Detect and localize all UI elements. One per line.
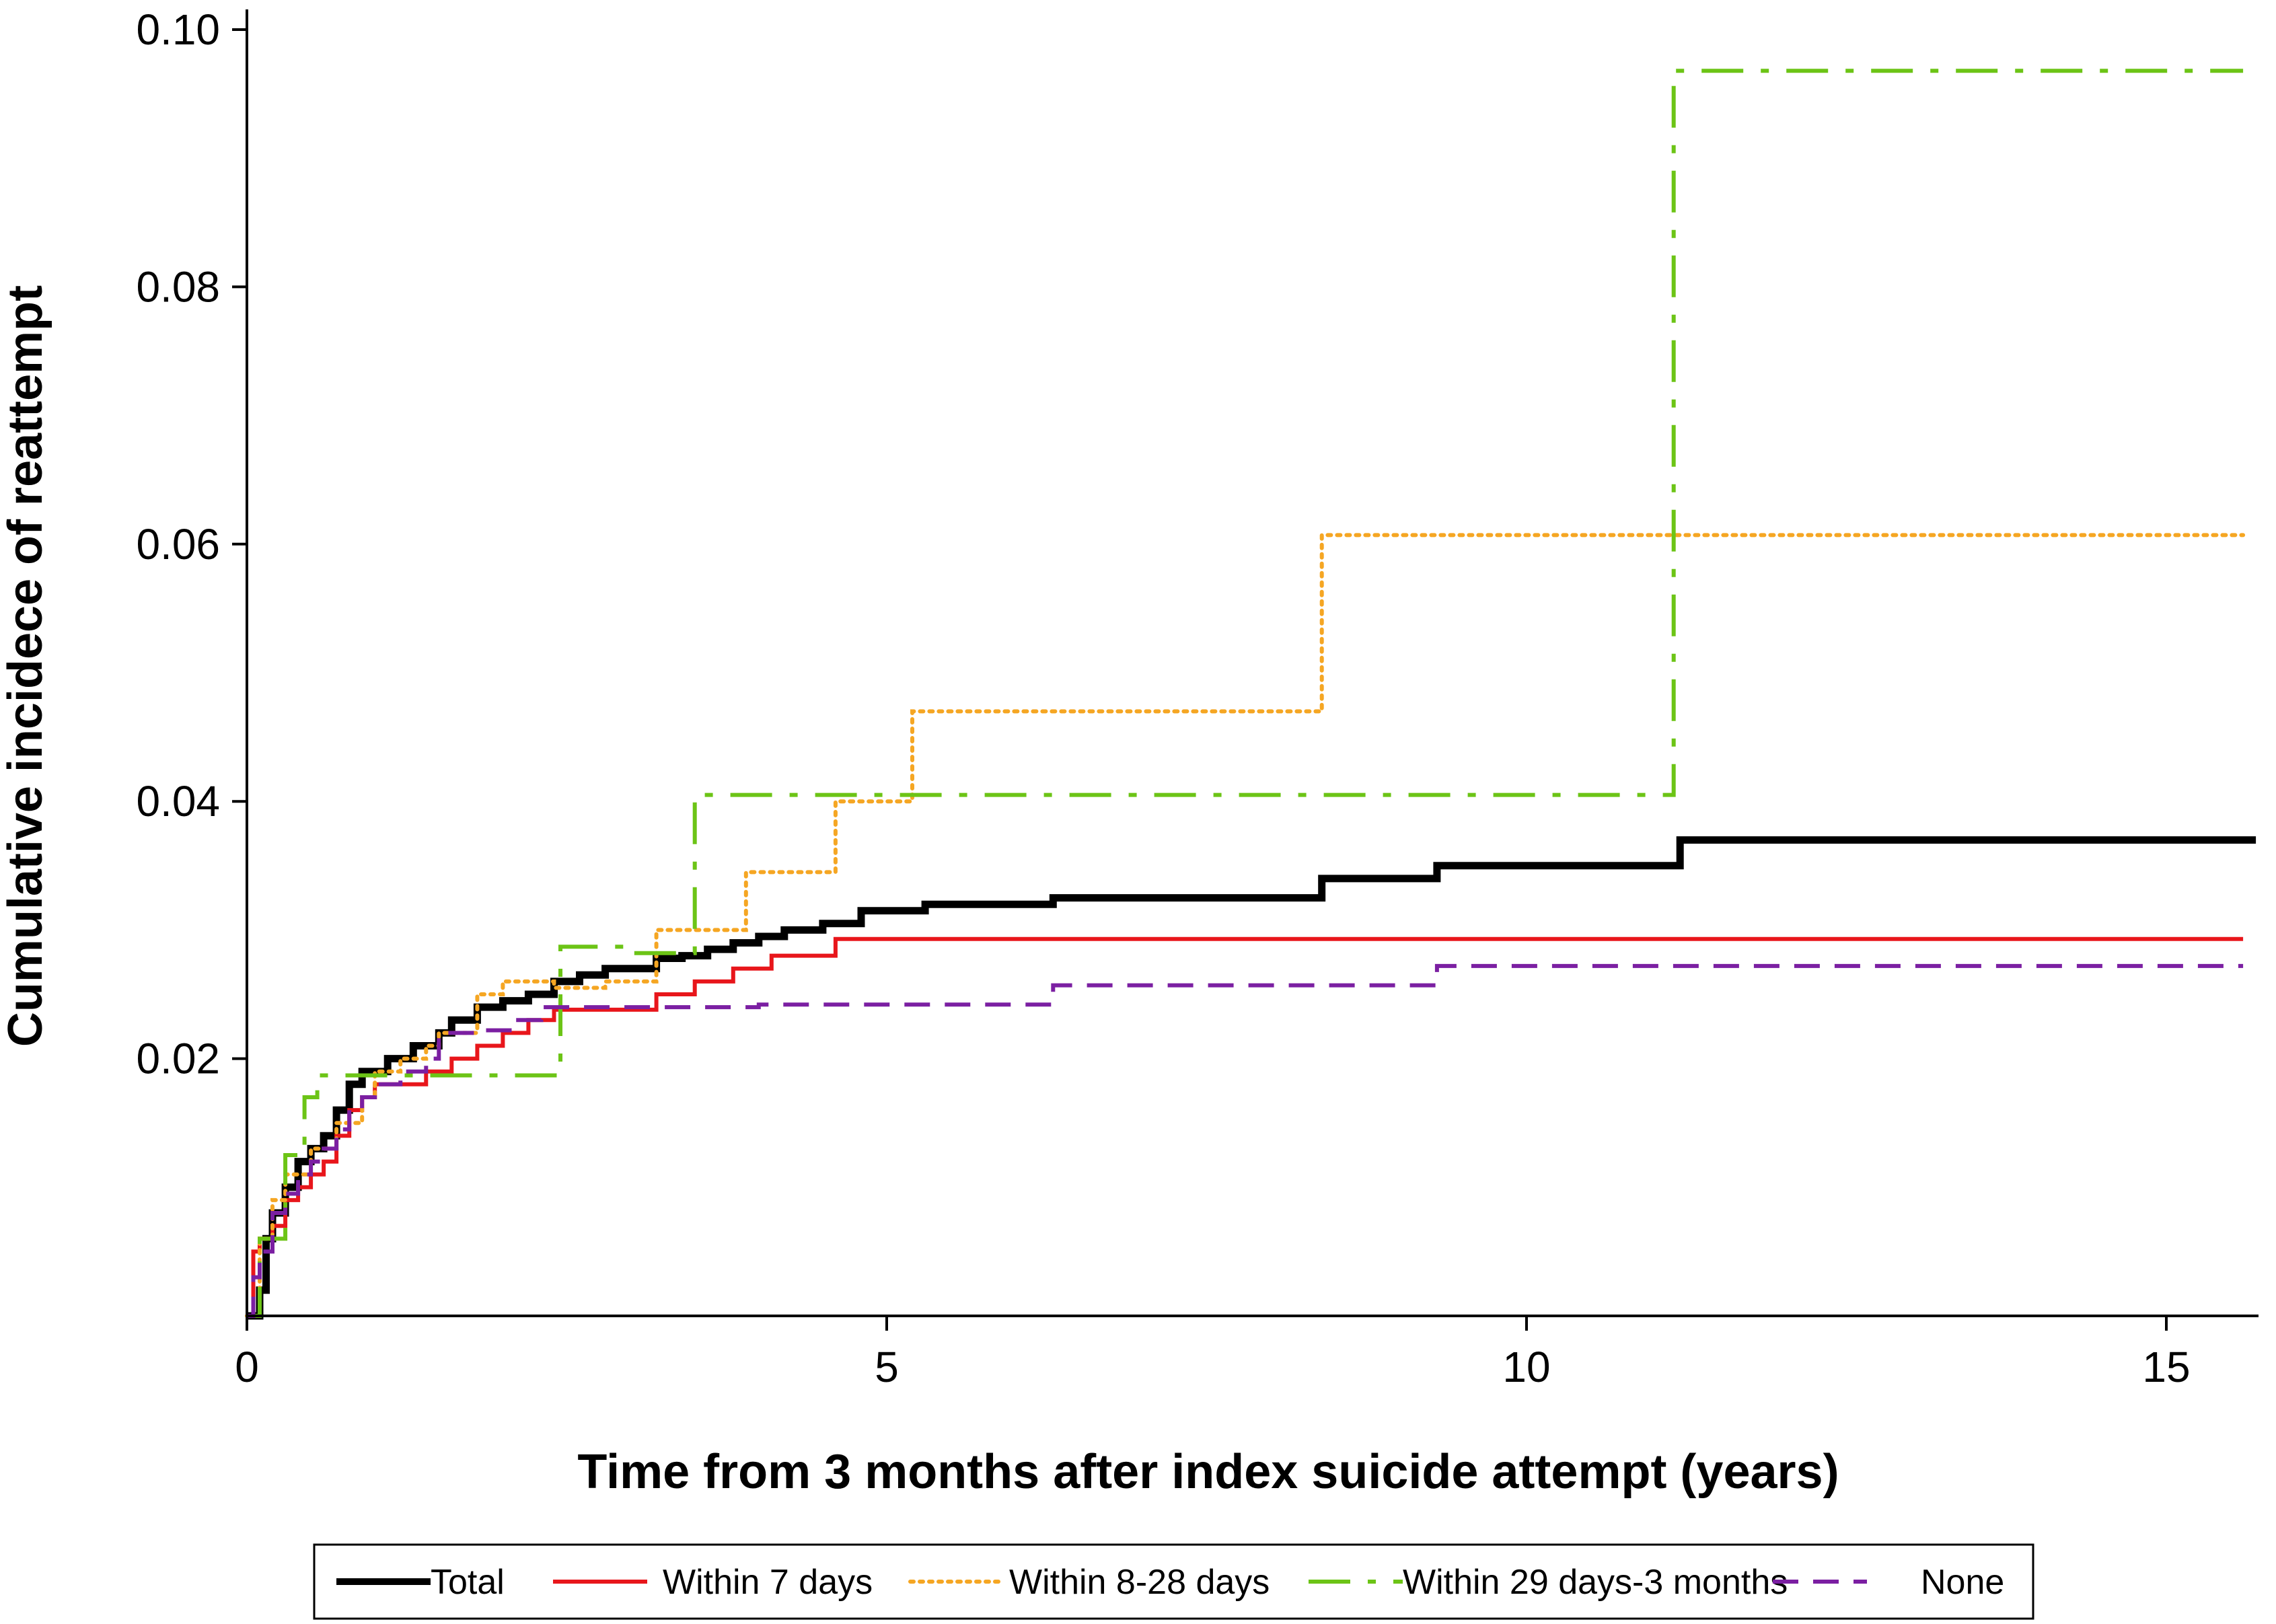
x-tick-label: 5: [875, 1343, 899, 1391]
x-tick-label: 15: [2142, 1343, 2190, 1391]
series-line-within-29-days-3-months: [247, 69, 2244, 1318]
legend-label: Within 8-28 days: [1009, 1563, 1270, 1602]
y-tick-label: 0.04: [136, 777, 220, 825]
x-axis-title: Time from 3 months after index suicide a…: [577, 1445, 1839, 1499]
x-tick-label: 10: [1502, 1343, 1550, 1391]
ticks-layer: 0 5 10 15 0.02 0.04 0.06 0.08 0.10: [136, 5, 2190, 1391]
axes-layer: [246, 9, 2259, 1317]
y-tick-label: 0.10: [136, 5, 220, 54]
series-line-total: [247, 836, 2256, 1320]
series-layer: [245, 69, 2256, 1320]
y-axis-title: Cumulative incidece of reattempt: [0, 285, 52, 1047]
x-tick-label: 0: [235, 1343, 259, 1391]
y-tick-label: 0.08: [136, 262, 220, 311]
y-tick-label: 0.02: [136, 1035, 220, 1083]
legend-label: Within 29 days-3 months: [1403, 1563, 1788, 1602]
legend: Total Within 7 days Within 8-28 days Within…: [313, 1543, 2034, 1620]
legend-label: None: [1921, 1563, 2004, 1602]
y-tick-label: 0.06: [136, 520, 220, 568]
series-line-none: [247, 963, 2244, 1318]
legend-label: Within 7 days: [663, 1563, 873, 1602]
legend-label: Total: [431, 1563, 505, 1602]
series-line-within-8-28-days: [245, 533, 2246, 1318]
